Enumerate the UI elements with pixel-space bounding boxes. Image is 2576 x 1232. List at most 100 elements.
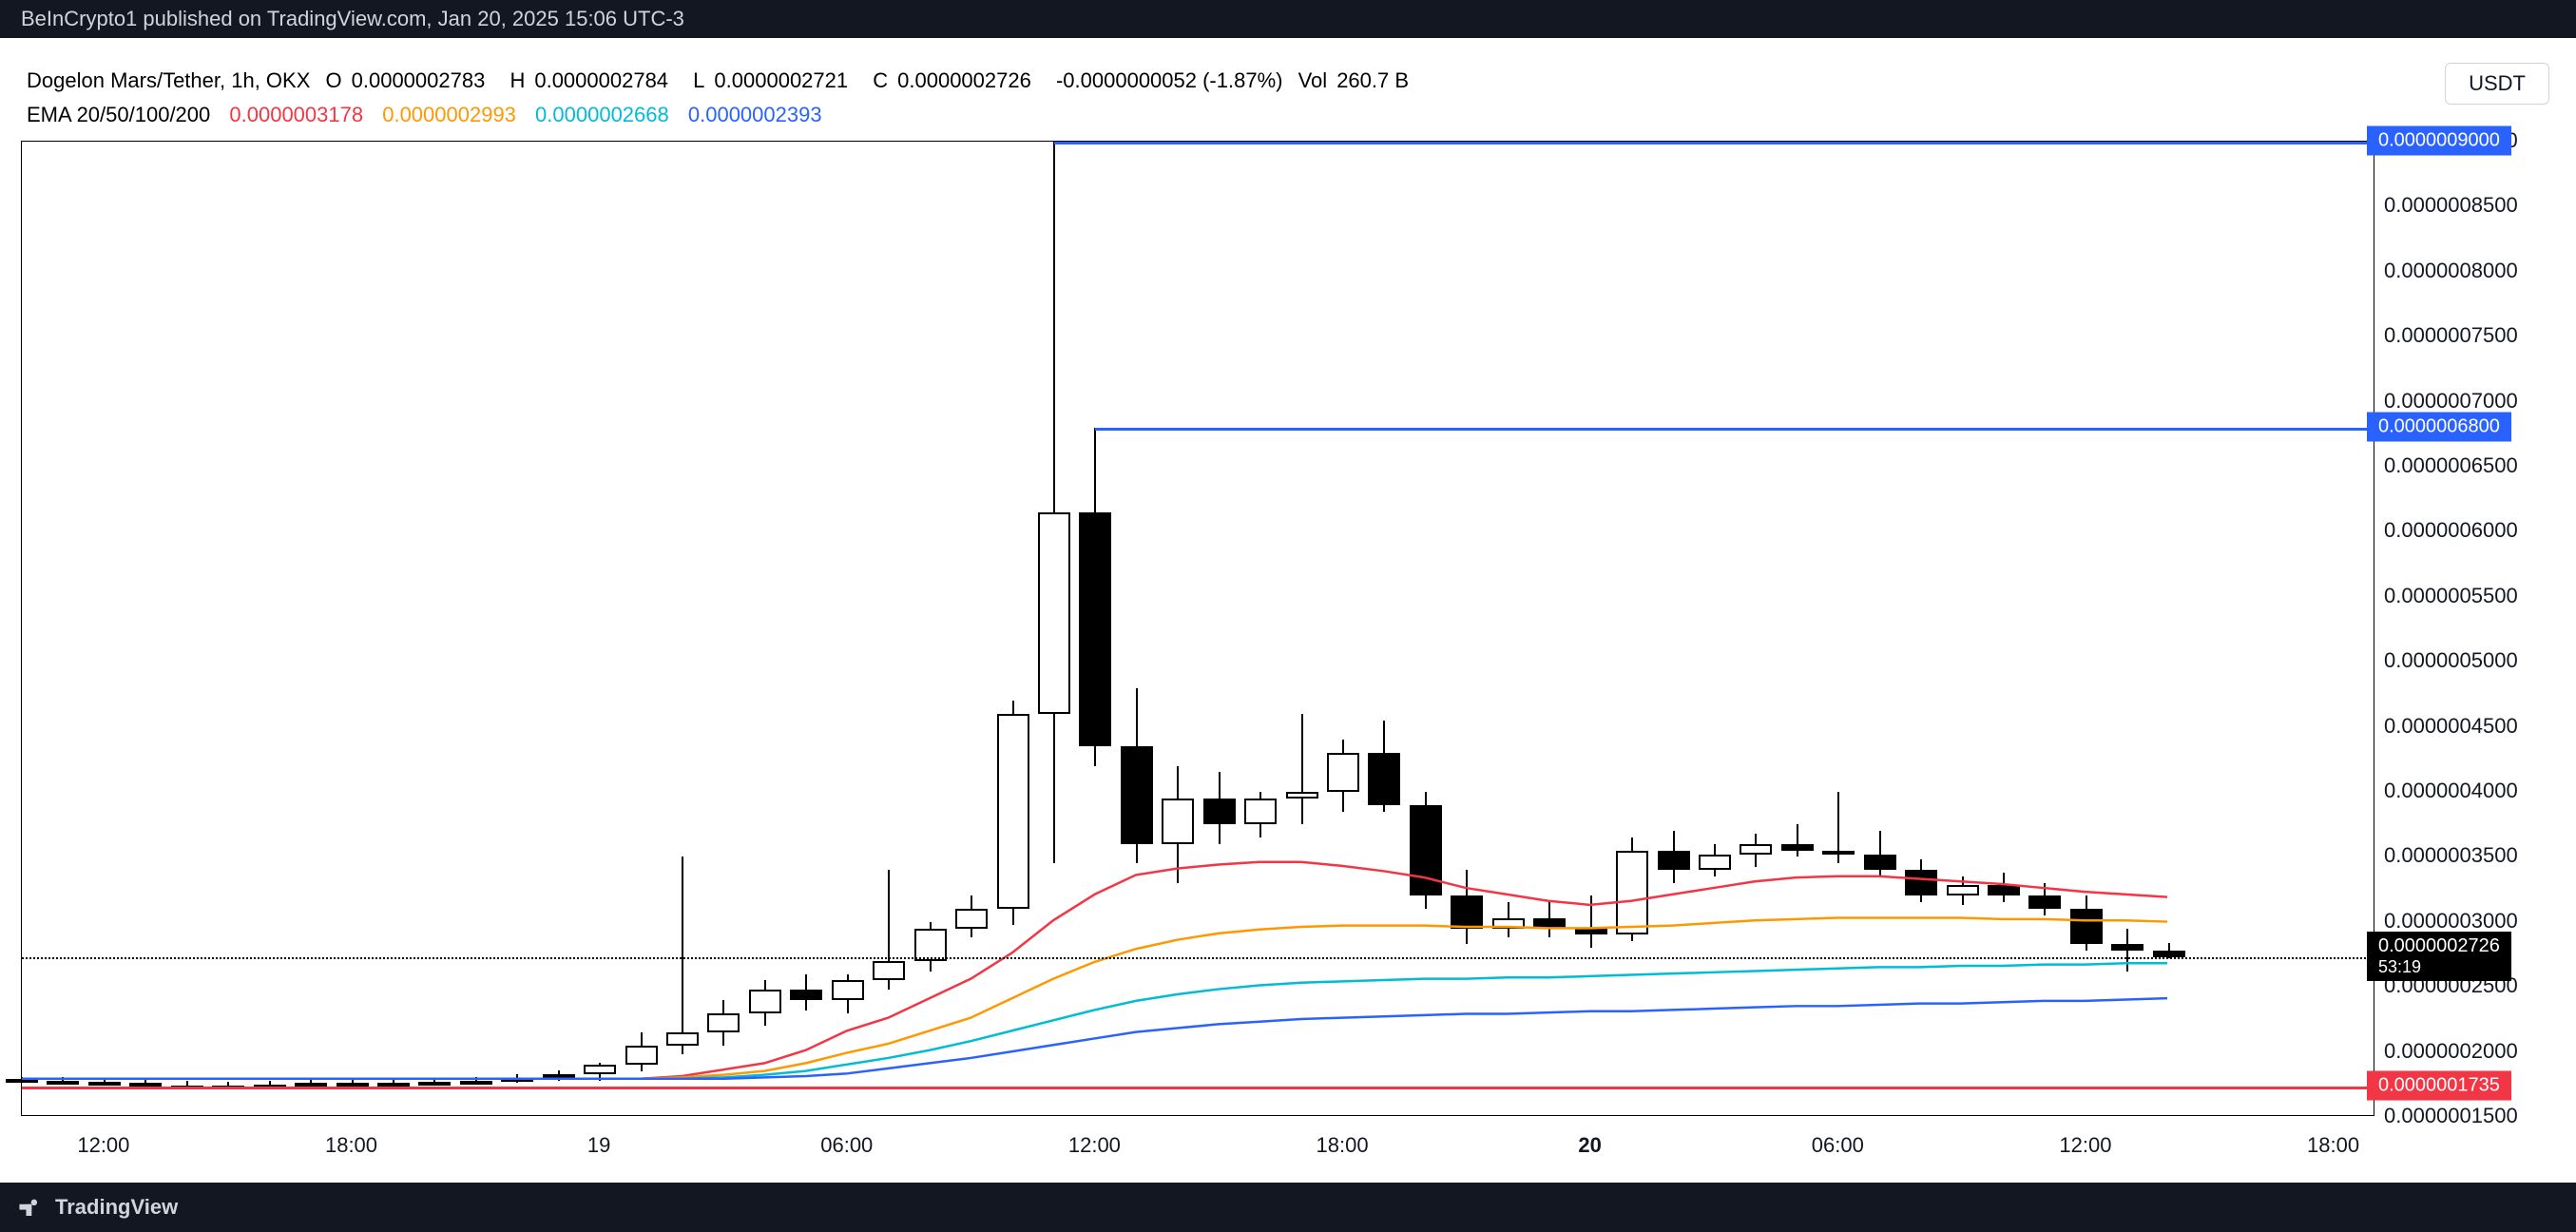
price-tag: 0.0000006800 [2367, 412, 2511, 441]
candle [1740, 142, 1772, 1117]
candle [1616, 142, 1648, 1117]
price-tag: 0.0000001735 [2367, 1070, 2511, 1100]
ohlc-low: L0.0000002721 [693, 68, 863, 92]
candle [914, 142, 947, 1117]
candle [1658, 142, 1690, 1117]
candle [1368, 142, 1400, 1117]
candle [1079, 142, 1111, 1117]
x-tick-label: 18:00 [2307, 1133, 2359, 1158]
candle [1244, 142, 1277, 1117]
candle [171, 142, 203, 1117]
candle [543, 142, 575, 1117]
y-tick-label: 0.0000005500 [2384, 584, 2518, 608]
ema50-value: 0.0000002993 [382, 103, 516, 126]
candle [2153, 142, 2185, 1117]
candle [1286, 142, 1318, 1117]
x-axis: 12:00 18:00 19 06:00 12:00 18:00 20 06:00 12:00 1… [21, 1124, 2374, 1165]
candle [1947, 142, 1979, 1117]
x-tick-label: 12:00 [2059, 1133, 2111, 1158]
candle [6, 142, 38, 1117]
candle [212, 142, 244, 1117]
x-tick-label: 06:00 [1812, 1133, 1864, 1158]
tradingview-icon [17, 1199, 44, 1216]
candle [129, 142, 162, 1117]
y-tick-label: 0.0000004500 [2384, 714, 2518, 739]
candle [955, 142, 988, 1117]
x-tick-label: 20 [1578, 1133, 1601, 1158]
y-tick-label: 0.0000001500 [2384, 1104, 2518, 1128]
candle [418, 142, 451, 1117]
publish-text: BeInCrypto1 published on TradingView.com… [21, 7, 684, 31]
candle [1822, 142, 1855, 1117]
candle [832, 142, 864, 1117]
horizontal-line [22, 1087, 2375, 1089]
candle [749, 142, 781, 1117]
candle [1162, 142, 1194, 1117]
x-tick-label: 12:00 [77, 1133, 129, 1158]
publish-header: BeInCrypto1 published on TradingView.com… [0, 0, 2576, 38]
y-tick-label: 0.0000002000 [2384, 1039, 2518, 1064]
candle [1410, 142, 1442, 1117]
x-tick-label: 18:00 [325, 1133, 377, 1158]
candle [1038, 142, 1070, 1117]
candle [873, 142, 905, 1117]
candle [501, 142, 533, 1117]
x-tick-label: 18:00 [1317, 1133, 1369, 1158]
ema100-value: 0.0000002668 [535, 103, 669, 126]
y-tick-label: 0.0000006000 [2384, 518, 2518, 543]
candle [1327, 142, 1359, 1117]
candle [1905, 142, 1937, 1117]
chart-pane[interactable] [21, 141, 2374, 1116]
candle [666, 142, 699, 1117]
footer-bar: TradingView [0, 1183, 2576, 1232]
candle [295, 142, 327, 1117]
candle [707, 142, 740, 1117]
ohlc-change: -0.0000000052 (-1.87%) [1056, 68, 1283, 92]
footer-text: TradingView [55, 1195, 178, 1220]
candle [377, 142, 410, 1117]
candle [1781, 142, 1814, 1117]
countdown: 53:19 [2378, 957, 2500, 977]
x-tick-label: 06:00 [820, 1133, 873, 1158]
y-tick-label: 0.0000007500 [2384, 323, 2518, 348]
ohlc-close: C0.0000002726 [873, 68, 1047, 92]
candle [1451, 142, 1483, 1117]
candle [625, 142, 658, 1117]
y-tick-label: 0.0000003000 [2384, 909, 2518, 934]
y-tick-label: 0.0000008500 [2384, 193, 2518, 218]
y-tick-label: 0.0000007000 [2384, 389, 2518, 414]
x-tick-label: 12:00 [1068, 1133, 1121, 1158]
ohlc-high: H0.0000002784 [509, 68, 683, 92]
current-price-line [22, 957, 2374, 959]
candle [88, 142, 121, 1117]
candle [2111, 142, 2143, 1117]
ema-legend: EMA 20/50/100/200 0.0000003178 0.0000002… [27, 103, 836, 127]
quote-badge[interactable]: USDT [2445, 63, 2549, 105]
candle [790, 142, 822, 1117]
ohlc-open: O0.0000002783 [326, 68, 501, 92]
candle [1533, 142, 1566, 1117]
ema20-value: 0.0000003178 [229, 103, 363, 126]
candle [997, 142, 1029, 1117]
candle [1492, 142, 1525, 1117]
candle [2070, 142, 2103, 1117]
y-tick-label: 0.0000005000 [2384, 648, 2518, 673]
candle [336, 142, 369, 1117]
y-tick-label: 0.0000006500 [2384, 453, 2518, 478]
candle [1121, 142, 1153, 1117]
y-tick-label: 0.0000004000 [2384, 779, 2518, 803]
y-tick-label: 0.0000003500 [2384, 843, 2518, 868]
current-price-tag: 0.000000272653:19 [2367, 932, 2511, 981]
candle [1203, 142, 1236, 1117]
candle [1988, 142, 2020, 1117]
x-tick-label: 19 [587, 1133, 610, 1158]
ema200-value: 0.0000002393 [688, 103, 822, 126]
candle [254, 142, 286, 1117]
candle [584, 142, 616, 1117]
horizontal-line [1095, 428, 2375, 431]
candles-layer [22, 142, 2374, 1115]
candle [1575, 142, 1607, 1117]
chart-frame: BeInCrypto1 published on TradingView.com… [0, 0, 2576, 1232]
ema-title: EMA 20/50/100/200 [27, 103, 210, 126]
candle [47, 142, 79, 1117]
